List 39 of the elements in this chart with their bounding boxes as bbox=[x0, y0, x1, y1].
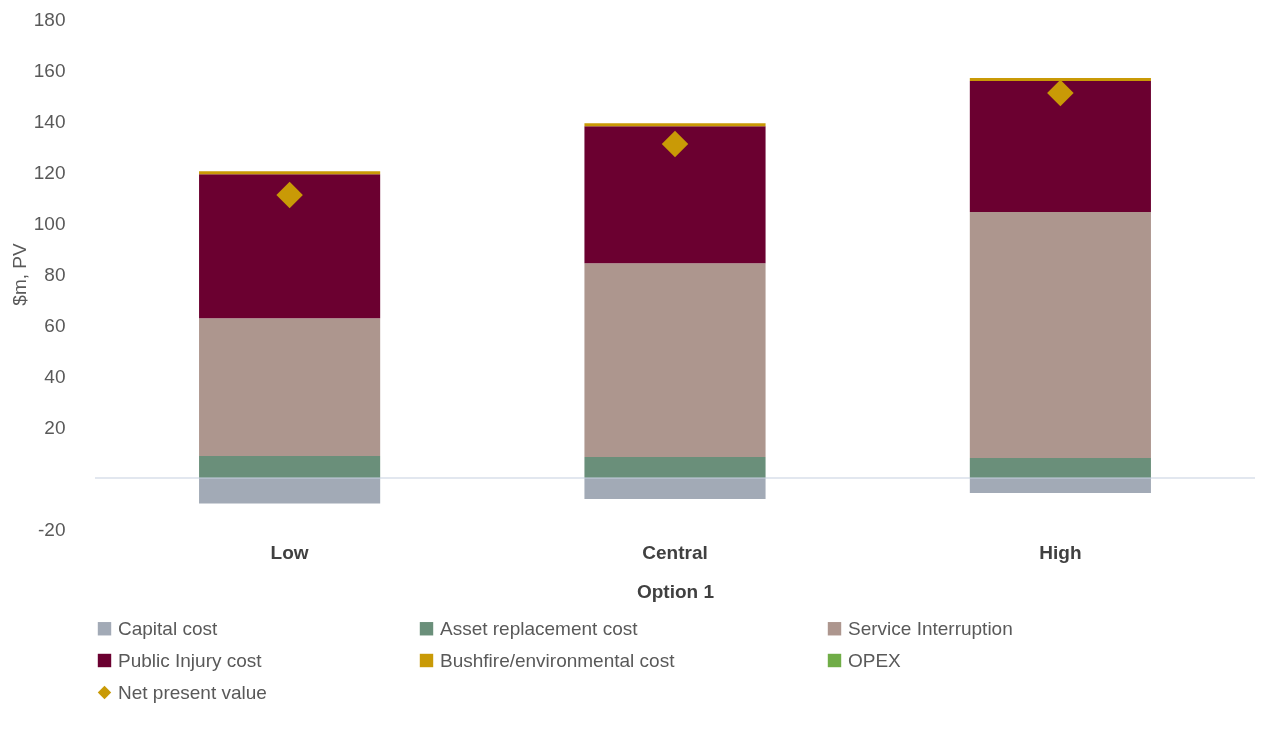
bar bbox=[199, 478, 381, 504]
point bbox=[276, 181, 303, 209]
x-tick-label: Low bbox=[270, 541, 309, 563]
bar bbox=[584, 263, 766, 458]
x-axis-title: Option 1 bbox=[636, 580, 715, 602]
legend-label: Capital cost bbox=[118, 617, 218, 639]
legend-label: Public Injury cost bbox=[118, 649, 263, 671]
bar bbox=[584, 123, 766, 127]
bar bbox=[584, 478, 766, 499]
bar bbox=[199, 174, 381, 319]
bar bbox=[199, 456, 381, 478]
bar bbox=[969, 80, 1151, 213]
bar bbox=[584, 126, 766, 264]
point bbox=[1047, 79, 1074, 107]
y-tick-label: 160 bbox=[33, 59, 66, 81]
bar bbox=[199, 318, 381, 457]
bar bbox=[199, 171, 381, 175]
legend-label: Asset replacement cost bbox=[440, 617, 639, 639]
legend-label: OPEX bbox=[848, 649, 902, 671]
y-tick-label: 180 bbox=[33, 8, 66, 30]
y-tick-label: 20 bbox=[44, 416, 66, 438]
bar bbox=[969, 478, 1151, 494]
y-tick-label: 140 bbox=[33, 110, 66, 132]
legend-label: Net present value bbox=[118, 681, 267, 703]
bar bbox=[584, 457, 766, 478]
legend-label: Service Interruption bbox=[848, 617, 1013, 639]
y-tick-label: 40 bbox=[44, 365, 66, 387]
y-tick-label: 100 bbox=[33, 212, 66, 234]
x-tick-label: High bbox=[1039, 541, 1082, 563]
y-tick-label: -20 bbox=[38, 518, 66, 540]
point bbox=[661, 130, 689, 158]
y-axis-title: $m, PV bbox=[8, 243, 30, 306]
bar bbox=[969, 458, 1151, 478]
x-tick-label: Central bbox=[642, 541, 708, 563]
y-tick-label: 80 bbox=[44, 263, 66, 285]
bar bbox=[969, 212, 1151, 459]
y-tick-label: 120 bbox=[33, 161, 66, 183]
y-tick-label: 60 bbox=[44, 314, 66, 336]
legend-label: Bushfire/environmental cost bbox=[440, 649, 676, 671]
